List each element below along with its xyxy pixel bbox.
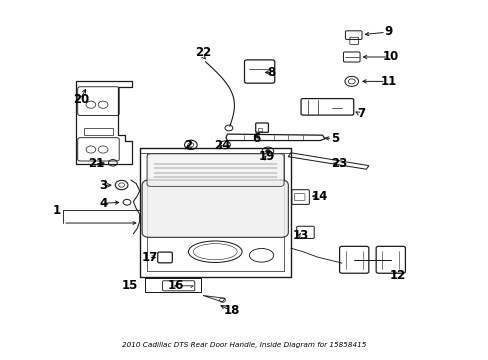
Text: 21: 21 xyxy=(87,157,103,170)
Text: 22: 22 xyxy=(195,46,211,59)
Text: 1: 1 xyxy=(53,204,61,217)
Text: 24: 24 xyxy=(214,139,230,152)
Text: 23: 23 xyxy=(331,157,347,170)
Text: 9: 9 xyxy=(384,25,392,38)
FancyBboxPatch shape xyxy=(147,154,284,186)
Text: 8: 8 xyxy=(266,66,275,79)
Text: 18: 18 xyxy=(224,305,240,318)
Text: 14: 14 xyxy=(311,190,327,203)
Text: 10: 10 xyxy=(382,50,398,63)
Text: 19: 19 xyxy=(258,150,274,163)
Text: 5: 5 xyxy=(330,132,338,145)
Bar xyxy=(144,278,200,292)
Text: 7: 7 xyxy=(357,107,365,120)
Text: 20: 20 xyxy=(73,93,89,106)
Text: 2: 2 xyxy=(184,139,192,152)
FancyBboxPatch shape xyxy=(142,180,288,237)
Text: 3: 3 xyxy=(99,179,107,192)
Text: 15: 15 xyxy=(122,279,138,292)
Bar xyxy=(83,128,113,135)
Bar xyxy=(258,128,262,131)
Text: 16: 16 xyxy=(168,279,184,292)
Text: 13: 13 xyxy=(292,229,308,242)
Circle shape xyxy=(265,150,269,153)
Text: 2010 Cadillac DTS Rear Door Handle, Inside Diagram for 15858415: 2010 Cadillac DTS Rear Door Handle, Insi… xyxy=(122,342,366,348)
Text: 4: 4 xyxy=(99,197,107,210)
Text: 6: 6 xyxy=(252,132,260,145)
Text: 17: 17 xyxy=(141,251,157,264)
Text: 11: 11 xyxy=(380,75,396,88)
Text: 12: 12 xyxy=(389,269,406,282)
